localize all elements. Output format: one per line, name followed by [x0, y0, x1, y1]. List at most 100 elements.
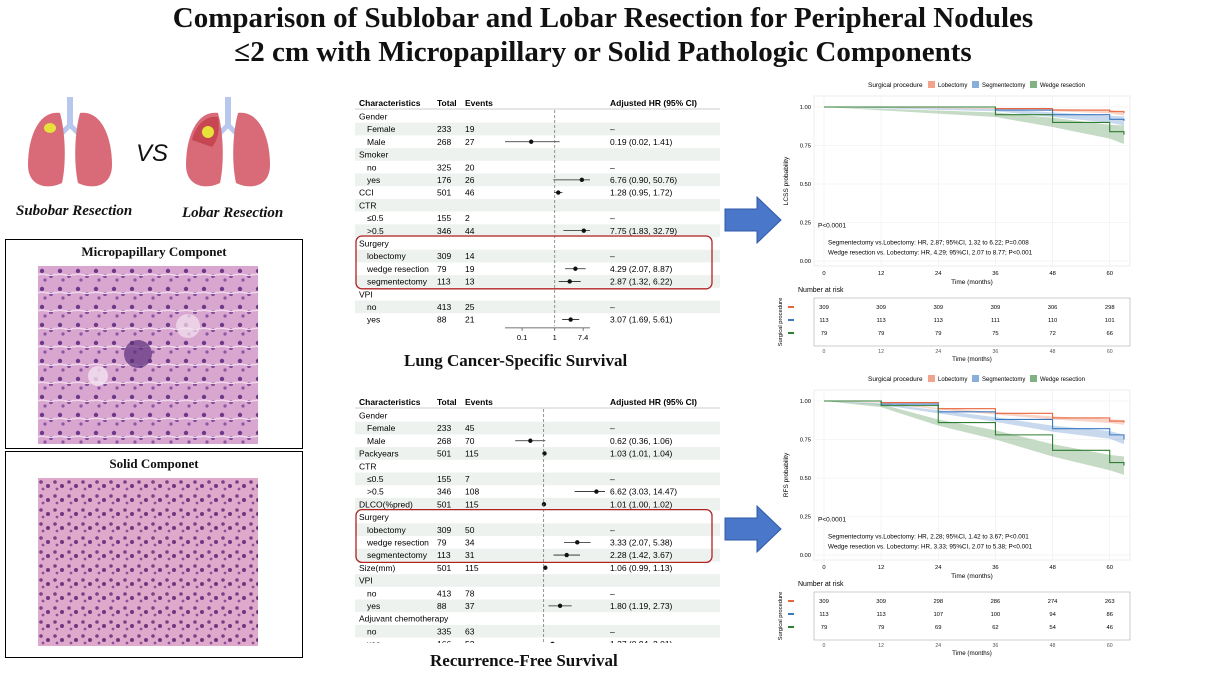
row-shade [355, 624, 720, 638]
forest-row-events: 25 [465, 302, 475, 312]
risk-x-tick: 0 [823, 349, 826, 355]
forest-row-events: 2 [465, 213, 470, 223]
forest-row-events: 46 [465, 188, 475, 198]
risk-cell: 309 [933, 305, 943, 311]
risk-x-tick: 60 [1107, 349, 1113, 355]
risk-x-tick: 0 [823, 643, 826, 649]
forest-row-events: 20 [465, 162, 475, 172]
forest-header: Total [437, 98, 457, 108]
forest-row-events: 34 [465, 538, 475, 548]
forest-row-label: VPI [359, 576, 373, 586]
lobar-lung-illustration [186, 97, 270, 187]
risk-cell: 298 [1105, 305, 1115, 311]
row-shade [355, 447, 720, 460]
risk-x-tick: 36 [993, 643, 999, 649]
legend-swatch [928, 81, 935, 88]
forest-row-events: 63 [465, 626, 475, 636]
forest-row-events: 37 [465, 601, 475, 611]
km-legend-item: Segmentectomy [982, 377, 1025, 383]
figure-title-line2: ≤2 cm with Micropapillary or Solid Patho… [234, 36, 972, 68]
forest-row-events: 31 [465, 550, 475, 560]
km-x-tick: 0 [822, 271, 825, 277]
forest-row-label: Packyears [359, 449, 399, 459]
forest-row-events: 14 [465, 251, 475, 261]
forest-row-hr: – [610, 588, 615, 598]
risk-cell: 101 [1105, 318, 1115, 324]
risk-cell: 66 [1106, 331, 1112, 337]
forest-row-label: ≤0.5 [367, 474, 384, 484]
forest-row-events: 45 [465, 423, 475, 433]
forest-row-label: yes [367, 315, 380, 325]
km-legend-item: Wedge resection [1040, 377, 1085, 383]
forest-row-label: segmentectomy [367, 277, 428, 287]
km-ci-band-lobectomy [824, 107, 1124, 116]
km-ci-band-wedge-resection [824, 107, 1124, 144]
forest-row-total: 501 [437, 449, 451, 459]
risk-cell: 113 [877, 318, 886, 324]
forest-row-total: 346 [437, 226, 451, 236]
km-y-tick: 0.75 [800, 438, 811, 444]
forest-row-total: 346 [437, 487, 451, 497]
risk-cell: 298 [933, 599, 943, 605]
forest-row-hr: – [610, 213, 615, 223]
risk-cell: 111 [991, 318, 1000, 324]
km-plot-lcss: Surgical procedure Lobectomy Segmentectomy… [778, 81, 1131, 363]
risk-x-tick: 24 [935, 643, 941, 649]
km-legend-item: Wedge resection [1040, 83, 1085, 89]
sublobar-label: Subobar Resection [16, 203, 133, 219]
risk-cell: 309 [991, 305, 1001, 311]
risk-table-title: Number at risk [798, 287, 844, 294]
risk-x-tick: 24 [935, 349, 941, 355]
forest-row-label: Smoker [359, 150, 388, 160]
forest-row-hr: – [610, 124, 615, 134]
forest-row-hr: 4.29 (2.07, 8.87) [610, 264, 673, 274]
legend-swatch [1030, 81, 1037, 88]
forest-row-total: 501 [437, 563, 451, 573]
risk-cell: 79 [935, 331, 941, 337]
forest-row-total: 413 [437, 302, 451, 312]
forest-header: Adjusted HR (95% CI) [610, 397, 697, 407]
forest-row-hr: 1.06 (0.99, 1.13) [610, 563, 673, 573]
risk-x-tick: 48 [1050, 349, 1056, 355]
forest-row-label: lobectomy [367, 251, 406, 261]
forest-row-hr: – [610, 251, 615, 261]
forest-row-label: Surgery [359, 512, 390, 522]
forest-row-total: 335 [437, 626, 451, 636]
forest-row-events: 108 [465, 487, 479, 497]
micropapillary-histology-image [38, 266, 258, 444]
risk-cell: 46 [1106, 625, 1112, 631]
forest-row-total: 155 [437, 213, 451, 223]
forest-row-label: no [367, 588, 377, 598]
km-x-tick: 60 [1106, 271, 1112, 277]
forest-row-events: 26 [465, 175, 475, 185]
forest-row-events: 50 [465, 525, 475, 535]
risk-cell: 286 [991, 599, 1001, 605]
row-shade [355, 472, 720, 486]
hr-point [542, 451, 547, 456]
forest-row-events: 52 [465, 639, 475, 643]
risk-cell: 79 [821, 625, 827, 631]
forest-row-total: 79 [437, 264, 447, 274]
km-y-tick: 0.75 [800, 144, 811, 150]
km-note-2: Wedge resection vs. Lobectomy: HR, 4.29;… [828, 250, 1033, 257]
km-x-tick: 60 [1106, 565, 1112, 571]
forest-row-events: 7 [465, 474, 470, 484]
forest-header: Events [465, 98, 493, 108]
hr-point [528, 139, 534, 144]
hr-point [564, 552, 569, 558]
km-x-tick: 24 [935, 565, 942, 571]
risk-x-label: Time (months) [952, 650, 992, 657]
vs-label: VS [136, 140, 169, 167]
risk-x-tick: 48 [1050, 643, 1056, 649]
km-y-tick: 0.00 [800, 553, 811, 559]
row-shade [355, 122, 720, 136]
km-plot-rfs: Surgical procedure Lobectomy Segmentectomy… [778, 375, 1131, 657]
row-shade [355, 421, 720, 435]
forest-row-events: 115 [465, 499, 479, 509]
hr-point [581, 228, 586, 233]
risk-cell: 62 [992, 625, 998, 631]
km-x-tick: 0 [822, 565, 825, 571]
forest-row-events: 44 [465, 226, 475, 236]
row-shade [355, 148, 720, 161]
